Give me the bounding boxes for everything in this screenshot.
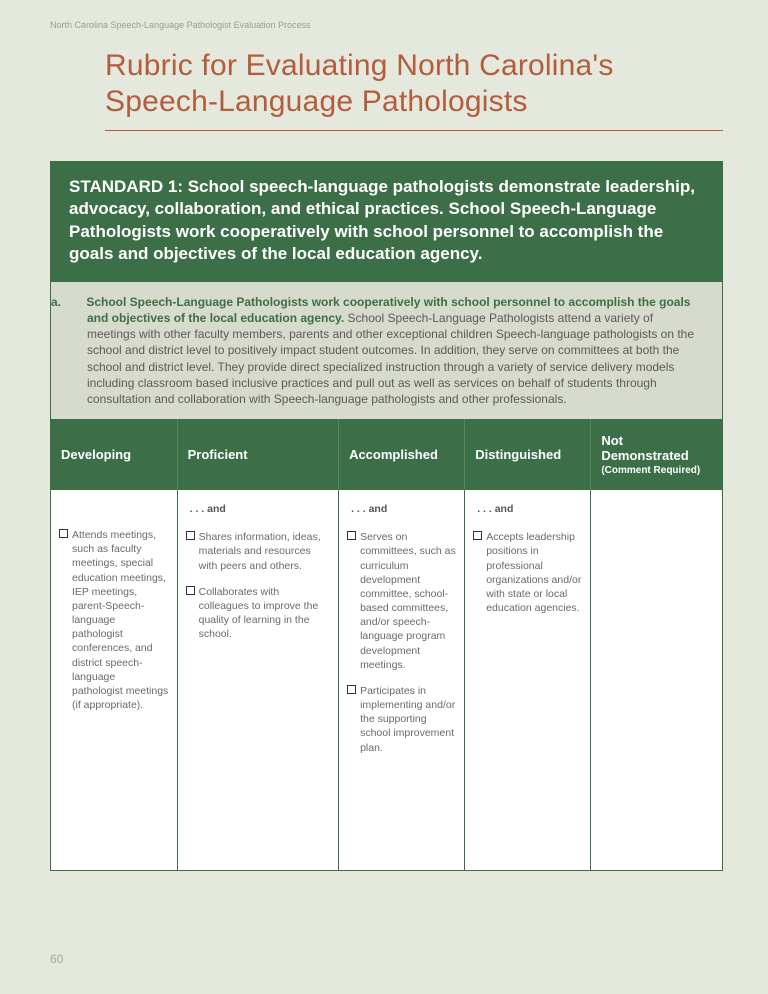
standard-header: STANDARD 1: School speech-language patho… [51, 162, 722, 282]
checkbox-icon[interactable] [347, 531, 356, 540]
cell-distinguished: . . . and Accepts leadership positions i… [465, 490, 591, 870]
item-text: Accepts leadership positions in professi… [486, 530, 582, 615]
table-header-row: Developing Proficient Accomplished Disti… [51, 419, 722, 490]
list-item: Collaborates with colleagues to improve … [186, 585, 330, 642]
checkbox-icon[interactable] [186, 531, 195, 540]
rubric-container: STANDARD 1: School speech-language patho… [50, 161, 723, 871]
item-text: Serves on committees, such as curriculum… [360, 530, 456, 672]
substandard-letter: a. [69, 294, 83, 310]
cell-developing: Attends meetings, such as faculty meetin… [51, 490, 177, 870]
col-not-demonstrated-label: Not Demonstrated [601, 433, 688, 463]
cell-not-demonstrated [591, 490, 722, 870]
item-text: Attends meetings, such as faculty meetin… [72, 528, 169, 712]
item-text: Shares information, ideas, materials and… [199, 530, 330, 573]
col-developing: Developing [51, 419, 177, 490]
col-distinguished: Distinguished [465, 419, 591, 490]
page-title: Rubric for Evaluating North Carolina's S… [105, 48, 713, 120]
substandard-body: School Speech-Language Pathologists atte… [87, 311, 694, 406]
list-item: Shares information, ideas, materials and… [186, 530, 330, 573]
cell-accomplished: . . . and Serves on committees, such as … [339, 490, 465, 870]
doc-header: North Carolina Speech-Language Pathologi… [50, 20, 723, 30]
item-text: Participates in implementing and/or the … [360, 684, 456, 755]
checkbox-icon[interactable] [59, 529, 68, 538]
checkbox-icon[interactable] [347, 685, 356, 694]
and-label: . . . and [477, 502, 582, 516]
table-row: Attends meetings, such as faculty meetin… [51, 490, 722, 870]
and-label: . . . and [190, 502, 330, 516]
item-text: Collaborates with colleagues to improve … [199, 585, 330, 642]
list-item: Serves on committees, such as curriculum… [347, 530, 456, 672]
col-proficient: Proficient [177, 419, 338, 490]
substandard-block: a. School Speech-Language Pathologists w… [51, 282, 722, 419]
cell-proficient: . . . and Shares information, ideas, mat… [177, 490, 338, 870]
list-item: Participates in implementing and/or the … [347, 684, 456, 755]
col-not-demonstrated: Not Demonstrated (Comment Required) [591, 419, 722, 490]
list-item: Accepts leadership positions in professi… [473, 530, 582, 615]
col-accomplished: Accomplished [339, 419, 465, 490]
page-number: 60 [50, 952, 63, 966]
col-not-demonstrated-sub: (Comment Required) [601, 465, 712, 476]
title-underline [105, 130, 723, 131]
checkbox-icon[interactable] [473, 531, 482, 540]
checkbox-icon[interactable] [186, 586, 195, 595]
rubric-table: Developing Proficient Accomplished Disti… [51, 419, 722, 870]
standard-label: STANDARD 1 [69, 177, 177, 196]
and-label: . . . and [351, 502, 456, 516]
list-item: Attends meetings, such as faculty meetin… [59, 528, 169, 712]
